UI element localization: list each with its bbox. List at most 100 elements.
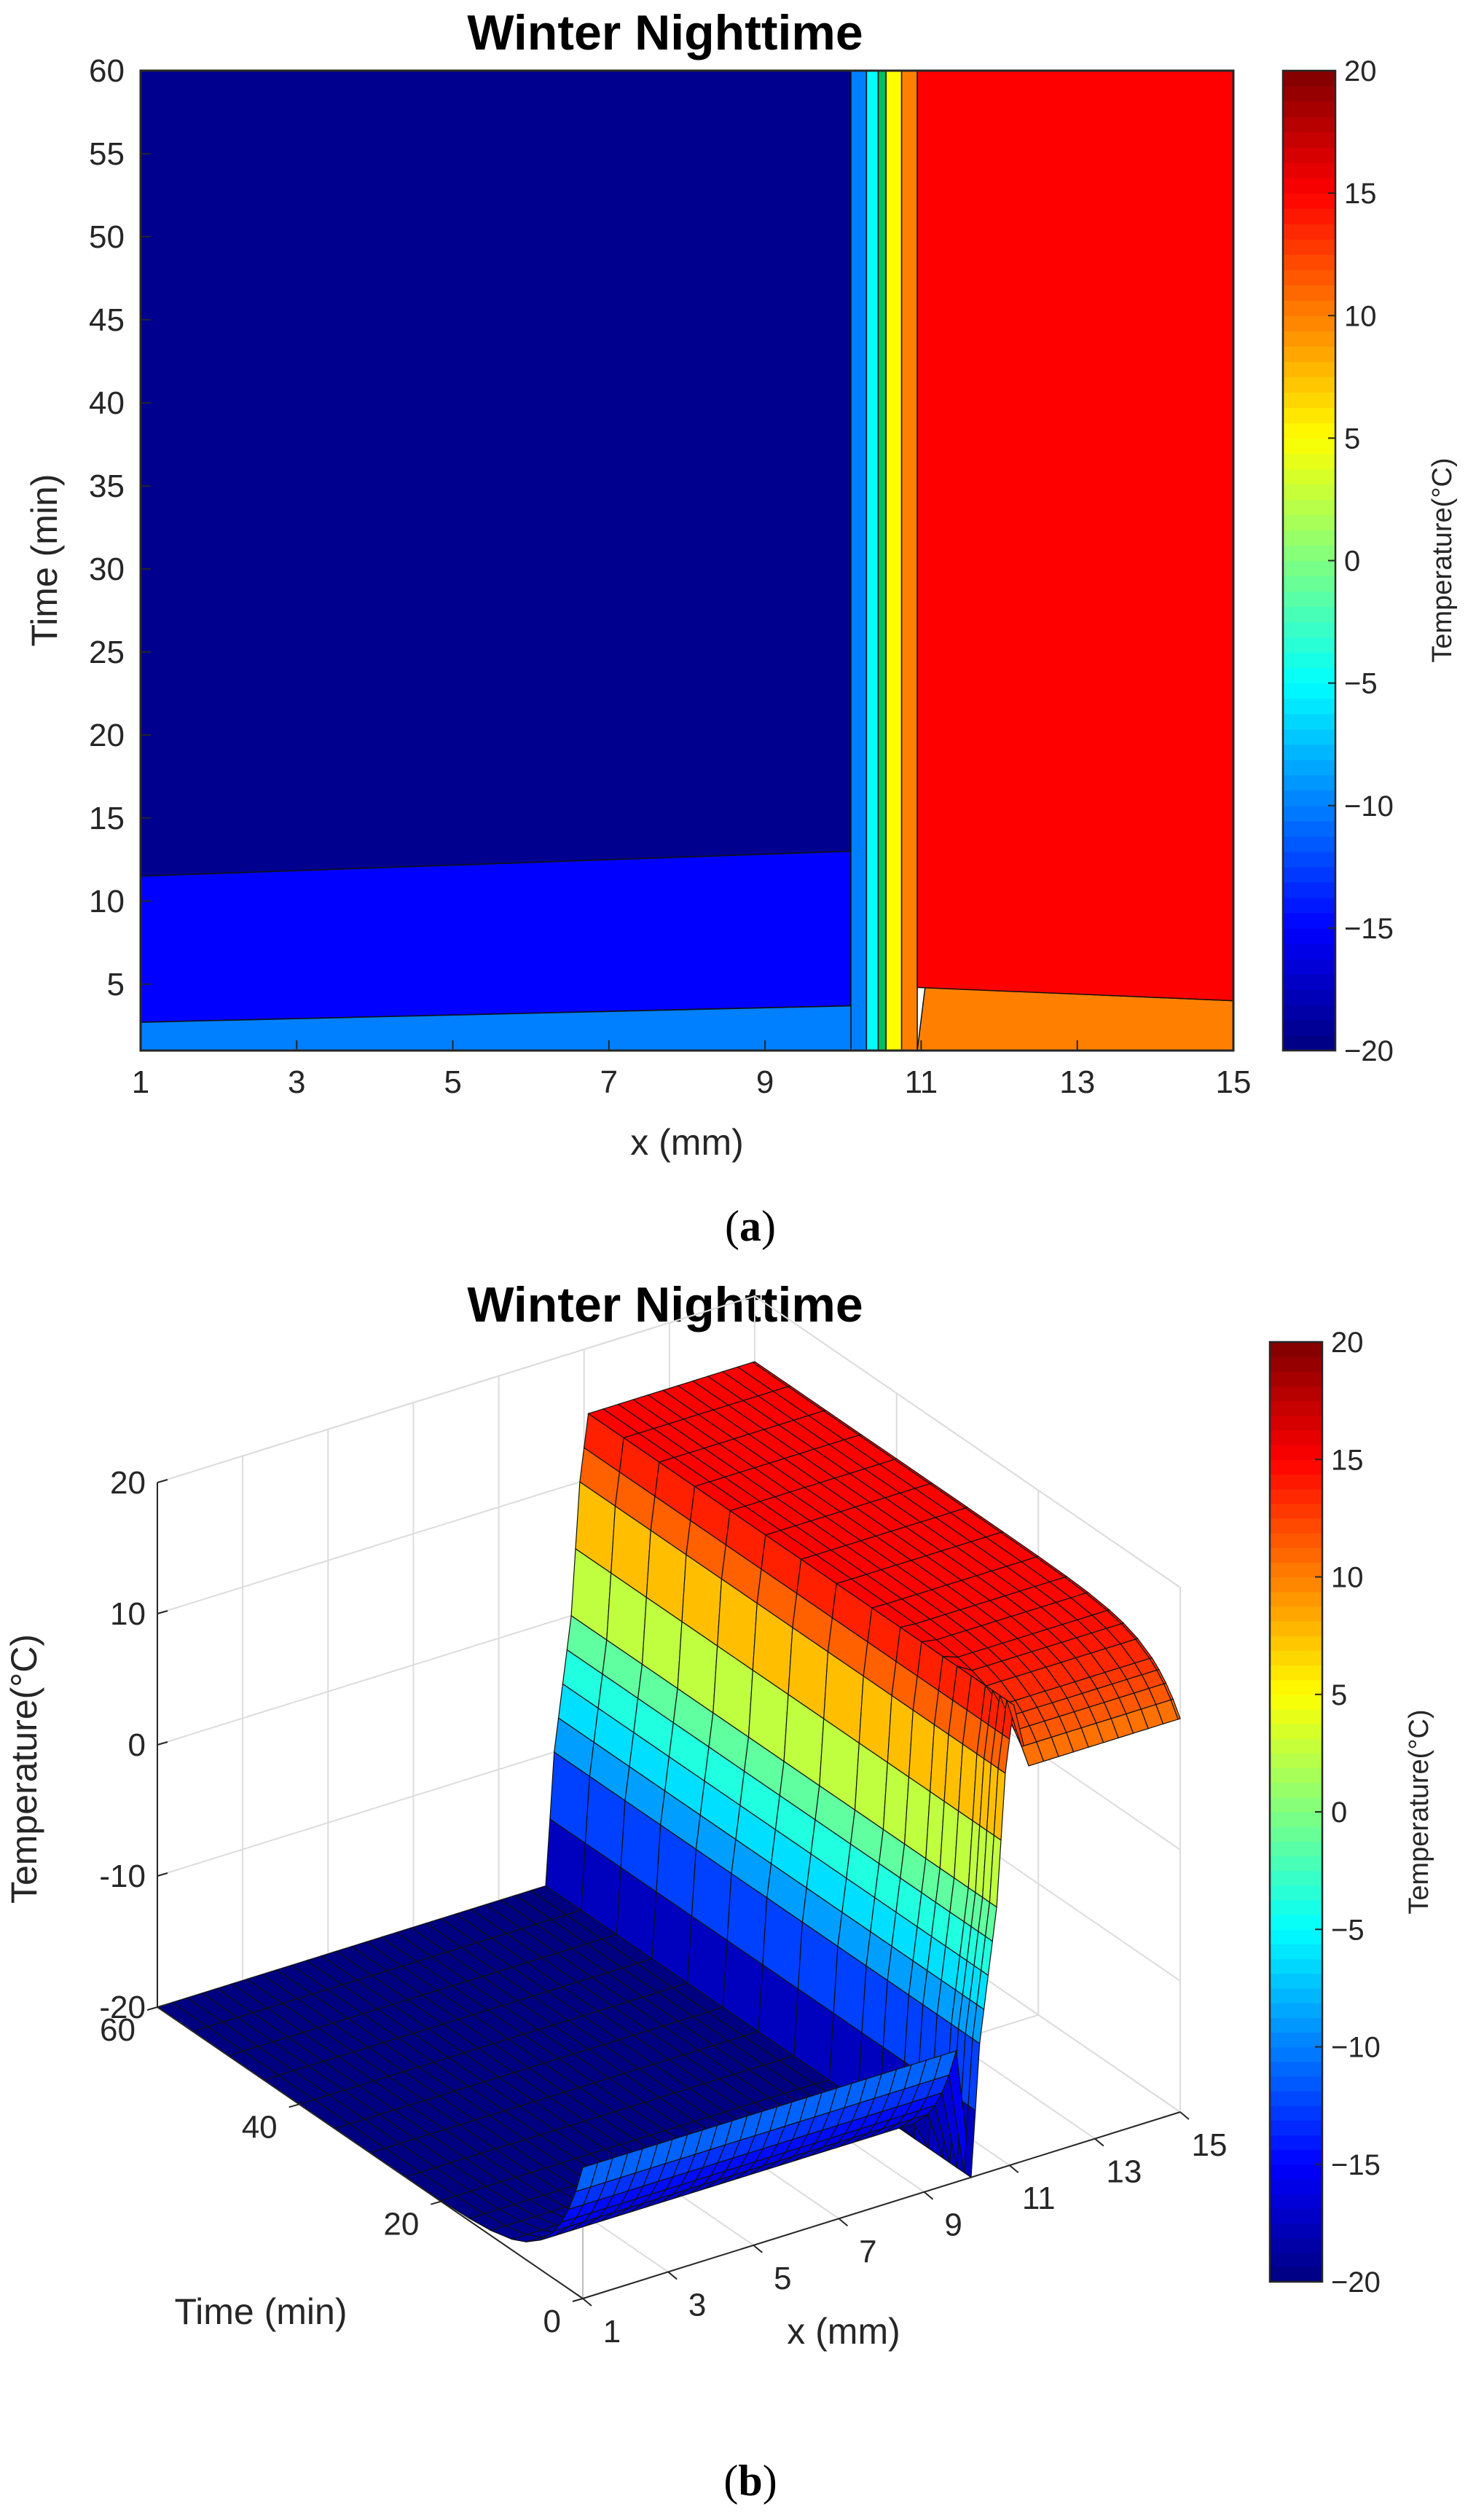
x-tick-label: 15 (1216, 1064, 1252, 1100)
colorbar-segment (1283, 667, 1335, 684)
colorbar-segment (1270, 1636, 1322, 1651)
x-tick-label: 1 (603, 2314, 621, 2350)
x-tick-label: 7 (859, 2234, 876, 2269)
colorbar-segment (1283, 591, 1335, 608)
y-tick-mark (431, 2200, 441, 2205)
colorbar-tick-label: 20 (1331, 1327, 1364, 1359)
colorbar-tick-label: 20 (1344, 55, 1377, 87)
contour-regions (140, 70, 1234, 1051)
colorbar-segment (1270, 1929, 1322, 1945)
y-tick-label: 60 (89, 53, 125, 89)
colorbar-segment (1283, 989, 1335, 1005)
x-tick-label: 7 (600, 1064, 618, 1100)
x-tick-label: 15 (1192, 2127, 1228, 2163)
colorbar-segment (1283, 484, 1335, 501)
colorbar-segment (1270, 2266, 1322, 2283)
colorbar-segment (1270, 2046, 1322, 2062)
colorbar-segment (1270, 1724, 1322, 1739)
colorbar-segment (1270, 2164, 1322, 2180)
colorbar-segment (1283, 346, 1335, 362)
colorbar-segment (1270, 1708, 1322, 1724)
colorbar-segment (1283, 545, 1335, 562)
colorbar-segment (1270, 1826, 1322, 1842)
x-tick-label: 9 (756, 1064, 774, 1100)
colorbar-segment (1283, 514, 1335, 531)
colorbar-segment (1283, 713, 1335, 730)
y-axis-label-b: Time (min) (174, 2291, 347, 2332)
colorbar-segment (1270, 2135, 1322, 2151)
colorbar-segment (1283, 820, 1335, 837)
colorbar-segment (1270, 2032, 1322, 2048)
colorbar-segment (1270, 1958, 1322, 1974)
y-tick-label: 45 (89, 302, 125, 338)
colorbar-segment (1270, 1400, 1322, 1416)
colorbar-segment (1270, 1488, 1322, 1504)
colorbar-segment (1270, 1841, 1322, 1857)
z-tick-mark (157, 1610, 168, 1614)
colorbar-segment (1270, 2223, 1322, 2239)
colorbar-segment (1270, 1885, 1322, 1901)
contour-region (916, 70, 1234, 1002)
colorbar-segment (1270, 1665, 1322, 1681)
y-tick-label: 40 (89, 385, 125, 421)
colorbar-segment (1270, 1533, 1322, 1548)
colorbar-segment (1283, 606, 1335, 623)
colorbar-tick-label: −10 (1344, 790, 1394, 823)
y-tick-label: 40 (242, 2109, 278, 2145)
grid-line (157, 1295, 1181, 1588)
colorbar-segment (1283, 683, 1335, 699)
colorbar-tick-label: −15 (1331, 2149, 1381, 2181)
x-tick-mark (667, 2271, 678, 2280)
colorbar-segment (1283, 790, 1335, 806)
colorbar-segment (1283, 101, 1335, 117)
panel-label-a: (a) (725, 1202, 776, 1250)
x-tick-label: 13 (1106, 2154, 1142, 2190)
contour-region (900, 70, 918, 1051)
colorbar-segment (1283, 285, 1335, 301)
colorbar-segment (1283, 652, 1335, 669)
colorbar-segment (1270, 1767, 1322, 1783)
colorbar-segment (1283, 759, 1335, 776)
colorbar-segment (1283, 86, 1335, 102)
colorbar-segment (1283, 300, 1335, 316)
colorbar-segment (1283, 392, 1335, 408)
colorbar-segment (1270, 2017, 1322, 2033)
y-axis-label-a: Time (min) (24, 474, 65, 646)
colorbar-segment (1283, 897, 1335, 914)
colorbar-b: 20 15 10 5 0 −5 −10 −15 −20 Temperature(°C) (1268, 1327, 1434, 2299)
colorbar-segment (1283, 774, 1335, 791)
z-tick-label: 20 (110, 1465, 146, 1501)
colorbar-segment (1283, 637, 1335, 653)
y-tick-label: 15 (89, 801, 125, 836)
colorbar-tick-label: −5 (1344, 668, 1378, 700)
colorbar-a: 20 15 10 5 0 −5 −10 −15 −20 Temperature(°C) (1281, 55, 1458, 1067)
colorbar-segment (1270, 1429, 1322, 1445)
z-axis-label-b: Temperature(°C) (4, 1634, 44, 1904)
colorbar-segment (1283, 239, 1335, 255)
colorbar-segment (1283, 224, 1335, 240)
z-tick-label: 10 (110, 1596, 146, 1632)
z-tick-mark (157, 1479, 168, 1483)
colorbar-segment (1283, 499, 1335, 516)
colorbar-segment (1283, 698, 1335, 715)
colorbar-segment (1283, 1035, 1335, 1051)
colorbar-segment (1270, 1915, 1322, 1930)
colorbar-segment (1270, 2178, 1322, 2194)
colorbar-segment (1270, 1562, 1322, 1578)
colorbar-segment (1270, 1870, 1322, 1886)
colorbar-segment (1283, 1004, 1335, 1021)
colorbar-segment (1270, 1797, 1322, 1813)
colorbar-segment (1283, 193, 1335, 209)
colorbar-segment (1283, 407, 1335, 423)
colorbar-segment (1283, 377, 1335, 393)
colorbar-segment (1283, 331, 1335, 347)
y-tick-label: 10 (89, 884, 125, 919)
colorbar-segment (1283, 530, 1335, 546)
x-tick-mark (1179, 2111, 1190, 2120)
chart-title-a: Winter Nighttime (467, 5, 863, 60)
colorbar-segment (1283, 270, 1335, 286)
colorbar-segment (1270, 1371, 1322, 1387)
colorbar-segment (1270, 1944, 1322, 1960)
colorbar-segment (1283, 560, 1335, 577)
